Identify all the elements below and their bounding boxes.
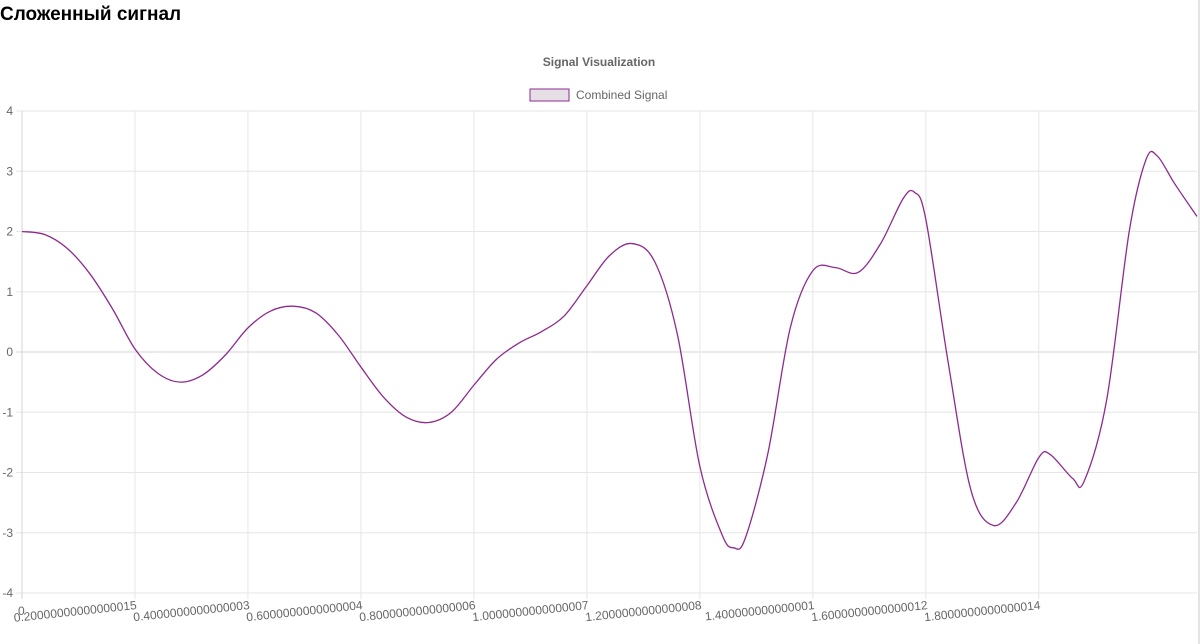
- x-tick-label: 1.6000000000000012: [811, 598, 929, 624]
- y-tick-label: 3: [6, 164, 13, 178]
- x-tick-label: 1.400000000000001: [704, 598, 815, 623]
- series-line-combined-signal: [21, 150, 1198, 550]
- y-tick-label: 4: [6, 104, 13, 118]
- y-tick-label: -2: [2, 466, 13, 480]
- x-tick-label: 0.20000000000000015: [13, 598, 138, 625]
- x-tick-label: 1.2000000000000008: [585, 598, 703, 624]
- legend-swatch[interactable]: [529, 88, 570, 102]
- y-axis-labels: 4 3 2 1 0 -1 -2 -3 -4: [2, 104, 13, 600]
- y-tick-label: -4: [2, 586, 13, 600]
- x-tick-label: 0.4000000000000003: [133, 598, 251, 624]
- x-tick-label: 1.8000000000000014: [924, 598, 1042, 624]
- legend[interactable]: Combined Signal: [529, 88, 667, 102]
- y-gridlines: [16, 110, 1197, 594]
- x-tick-label: 0.8000000000000006: [359, 598, 477, 624]
- y-tick-label: 1: [6, 285, 13, 299]
- legend-label[interactable]: Combined Signal: [576, 88, 667, 102]
- page-title: Сложенный сигнал: [0, 4, 182, 25]
- chart-title: Signal Visualization: [543, 55, 655, 69]
- x-tick-label: 0.6000000000000004: [246, 598, 364, 624]
- x-tick-label: 0: [18, 604, 25, 618]
- x-axis-labels: 00.200000000000000150.40000000000000030.…: [13, 598, 1041, 625]
- y-tick-label: 0: [6, 345, 13, 359]
- y-tick-label: -3: [2, 526, 13, 540]
- y-tick-label: -1: [2, 405, 13, 419]
- x-gridlines: [21, 111, 1040, 599]
- scrollbar-edge[interactable]: [1198, 0, 1200, 644]
- x-tick-label: 1.0000000000000007: [472, 598, 590, 624]
- y-tick-label: 2: [6, 225, 13, 239]
